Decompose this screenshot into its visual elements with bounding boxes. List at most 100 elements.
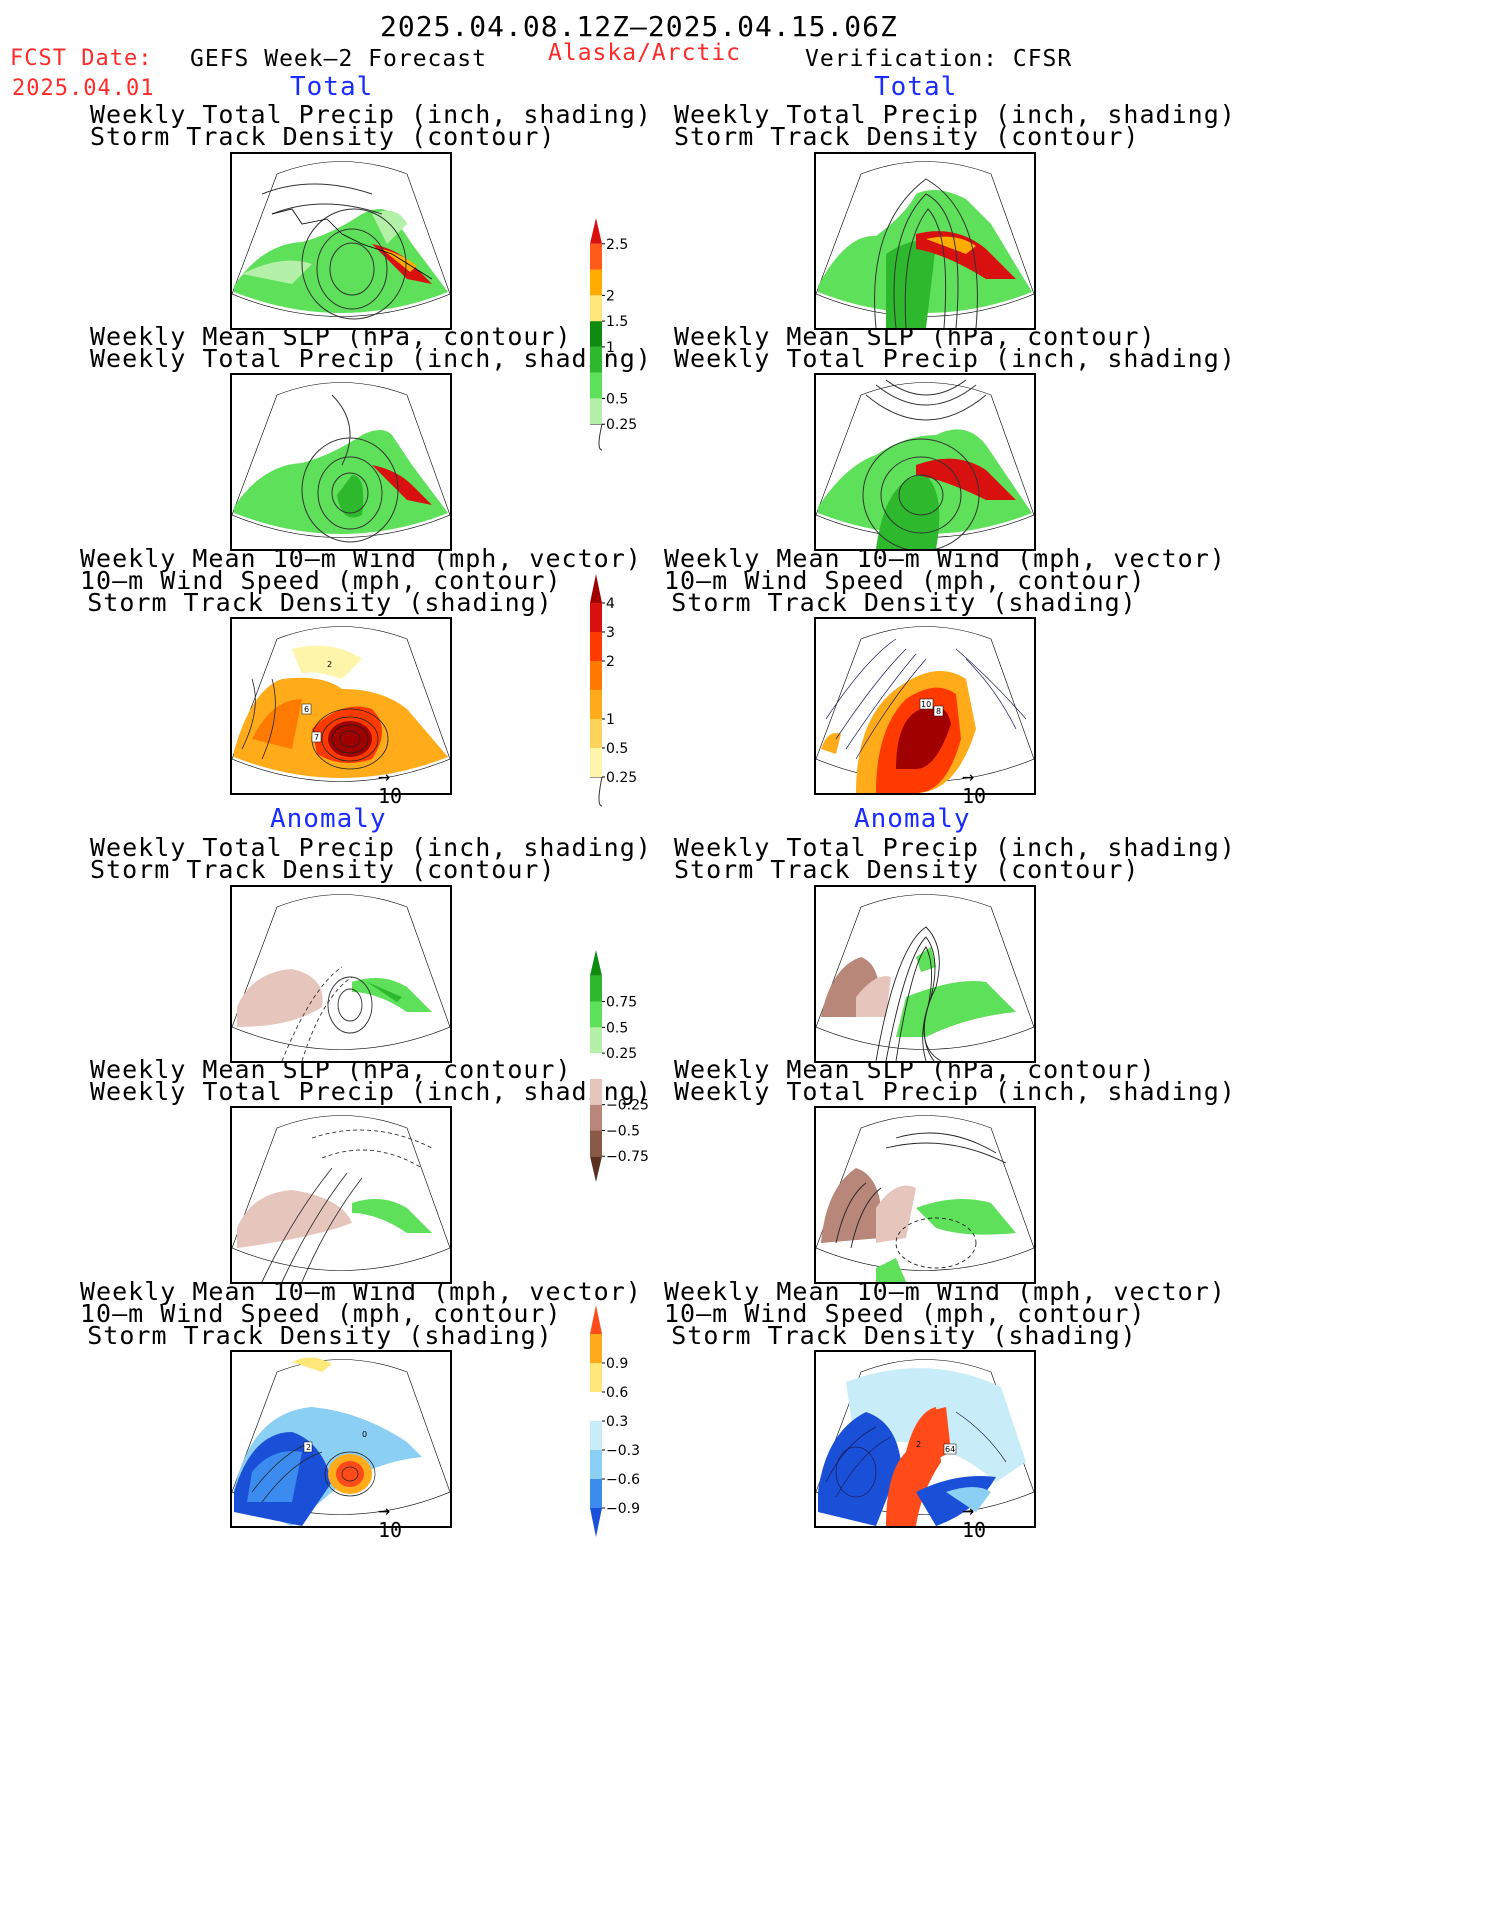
colorbar-swatch xyxy=(590,632,602,661)
colorbar-tick-label: 3 xyxy=(606,625,615,641)
colorbar-tick-label: 0.25 xyxy=(606,1046,637,1062)
colorbar-tick-label: 0.6 xyxy=(606,1385,628,1401)
title-fcst-anom-precip-track-2: Storm Track Density (contour) xyxy=(90,855,556,884)
map-cfsr-slp-precip xyxy=(814,373,1036,551)
map-fcst-anom-wind-track: 2 0 xyxy=(230,1350,452,1528)
colorbar-tick-label: 0.5 xyxy=(606,391,628,407)
product-title: GEFS Week–2 Forecast xyxy=(190,46,487,72)
contour-label: 2 xyxy=(306,1443,311,1452)
colorbar-tick-label: 0.25 xyxy=(606,417,637,433)
title-cfsr-anom-precip-track-1: Weekly Total Precip (inch, shading) xyxy=(674,833,1236,862)
colorbar-tick-label: 1 xyxy=(606,340,615,356)
vector-ref-fcst-anom: → 10 xyxy=(378,1498,403,1542)
colorbar-swatch xyxy=(590,1305,602,1334)
title-cfsr-precip-track-2: Storm Track Density (contour) xyxy=(674,122,1140,151)
colorbar-swatch xyxy=(590,423,603,451)
colorbar-swatch xyxy=(590,661,602,690)
title-fcst-anom-slp-precip-2: Weekly Total Precip (inch, shading) xyxy=(90,1077,652,1106)
colorbar-tick-label: 0.3 xyxy=(606,1414,628,1430)
colorbar-swatch xyxy=(590,950,602,976)
colorbar-tick-label: 0.75 xyxy=(606,995,637,1011)
colorbar-swatch xyxy=(590,218,602,244)
colorbar-precip-anom-svg: −0.75 −0.5 −0.25 0.25 0.5 0.75 xyxy=(590,950,649,1182)
colorbar-tick-label: −0.25 xyxy=(606,1098,649,1114)
title-fcst-anom-wind-3: Storm Track Density (shading) xyxy=(87,1321,553,1350)
map-fcst-anom-slp-precip xyxy=(230,1106,452,1284)
colorbar-swatch xyxy=(590,1053,602,1079)
colorbar-swatch xyxy=(590,1392,602,1421)
vector-ref-fcst-total: → 10 xyxy=(378,764,403,808)
title-cfsr-anom-wind-3: Storm Track Density (shading) xyxy=(671,1321,1137,1350)
title-cfsr-anom-wind-2: 10–m Wind Speed (mph, contour) xyxy=(664,1299,1146,1328)
colorbar-swatch xyxy=(590,243,602,270)
title-fcst-anom-wind-1: Weekly Mean 10–m Wind (mph, vector) xyxy=(80,1277,642,1306)
colorbar-swatch xyxy=(590,372,602,399)
colorbar-track-anom-svg: −0.9 −0.6 −0.3 0.3 0.6 0.9 xyxy=(590,1305,640,1537)
colorbar-swatch xyxy=(590,1104,602,1131)
fcst-date-value: 2025.04.01 xyxy=(12,76,155,101)
title-fcst-wind-3: Storm Track Density (shading) xyxy=(87,588,553,617)
colorbar-tick-label: 0.5 xyxy=(606,1020,628,1036)
title-cfsr-slp-precip-2: Weekly Total Precip (inch, shading) xyxy=(674,344,1236,373)
colorbar-track-anom: −0.9 −0.6 −0.3 0.3 0.6 0.9 xyxy=(588,1305,668,1544)
colorbar-swatch xyxy=(590,603,602,632)
contour-label: 6 xyxy=(304,705,309,714)
colorbar-precip-total: 0.25 0.5 1 1.5 2 2.5 xyxy=(588,218,658,457)
title-cfsr-precip-track-1: Weekly Total Precip (inch, shading) xyxy=(674,100,1236,129)
colorbar-tick-label: 1 xyxy=(606,712,615,728)
colorbar-swatch xyxy=(590,269,602,296)
title-fcst-slp-precip-2: Weekly Total Precip (inch, shading) xyxy=(90,344,652,373)
colorbar-tick-label: −0.3 xyxy=(606,1443,640,1459)
map-cfsr-anom-wind-track: 64 2 xyxy=(814,1350,1036,1528)
title-fcst-precip-track-2: Storm Track Density (contour) xyxy=(90,122,556,151)
colorbar-swatch xyxy=(590,1078,602,1105)
title-cfsr-anom-precip-track-2: Storm Track Density (contour) xyxy=(674,855,1140,884)
section-total-left: Total xyxy=(290,72,374,102)
colorbar-track-total-svg: 0.25 0.5 1 2 3 4 xyxy=(590,574,637,807)
contour-label: 8 xyxy=(936,707,941,716)
colorbar-swatch xyxy=(590,1130,602,1157)
colorbar-swatch xyxy=(590,1334,602,1363)
colorbar-swatch xyxy=(590,719,602,748)
colorbar-swatch xyxy=(590,1479,602,1508)
region-title: Alaska/Arctic xyxy=(548,40,742,66)
colorbar-swatch xyxy=(590,1363,602,1392)
map-cfsr-anom-precip-track xyxy=(814,885,1036,1063)
map-fcst-wind-track: 6 7 2 xyxy=(230,617,452,795)
colorbar-swatch xyxy=(590,975,602,1002)
colorbar-tick-label: 2 xyxy=(606,654,615,670)
colorbar-precip-total-svg: 0.25 0.5 1 1.5 2 2.5 xyxy=(590,218,637,451)
colorbar-swatch xyxy=(590,690,602,719)
vector-ref-cfsr-total: → 10 xyxy=(962,764,987,808)
colorbar-swatch xyxy=(590,1156,602,1182)
colorbar-tick-label: 0.25 xyxy=(606,770,637,786)
colorbar-swatch xyxy=(590,295,602,322)
colorbar-tick-label: 2.5 xyxy=(606,237,628,253)
colorbar-swatch xyxy=(590,321,602,347)
colorbar-swatch xyxy=(590,346,602,373)
verification-title: Verification: CFSR xyxy=(805,46,1073,72)
colorbar-swatch xyxy=(590,1027,602,1054)
contour-label: 2 xyxy=(916,1440,921,1449)
section-total-right: Total xyxy=(874,72,958,102)
contour-label: 2 xyxy=(327,660,332,669)
colorbar-precip-anom: −0.75 −0.5 −0.25 0.25 0.5 0.75 xyxy=(588,950,668,1189)
contour-label: 64 xyxy=(945,1445,955,1454)
map-fcst-anom-precip-track xyxy=(230,885,452,1063)
title-cfsr-anom-slp-precip-2: Weekly Total Precip (inch, shading) xyxy=(674,1077,1236,1106)
colorbar-swatch xyxy=(590,1421,602,1450)
title-fcst-anom-wind-2: 10–m Wind Speed (mph, contour) xyxy=(80,1299,562,1328)
colorbar-swatch xyxy=(590,748,602,777)
colorbar-swatch xyxy=(590,1001,602,1028)
colorbar-tick-label: −0.9 xyxy=(606,1501,640,1517)
colorbar-swatch xyxy=(590,398,602,425)
map-fcst-precip-track xyxy=(230,152,452,330)
colorbar-swatch xyxy=(590,574,602,603)
colorbar-tick-label: 1.5 xyxy=(606,314,628,330)
colorbar-tick-label: 2 xyxy=(606,288,615,304)
map-cfsr-anom-slp-precip xyxy=(814,1106,1036,1284)
colorbar-swatch xyxy=(590,1508,602,1537)
map-fcst-slp-precip xyxy=(230,373,452,551)
colorbar-swatch xyxy=(590,1450,602,1479)
map-cfsr-wind-track: 10 8 xyxy=(814,617,1036,795)
